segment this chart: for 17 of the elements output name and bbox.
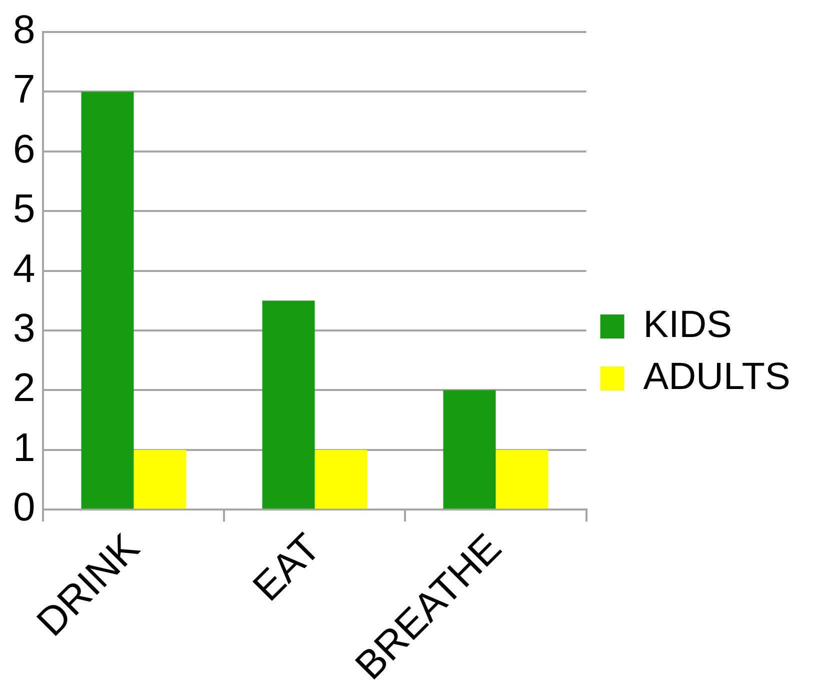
y-tick-label: 3 bbox=[12, 306, 36, 351]
bar bbox=[496, 450, 548, 509]
bar bbox=[262, 300, 315, 509]
legend-label: KIDS bbox=[643, 304, 732, 346]
y-tick-label: 4 bbox=[12, 246, 36, 291]
y-tick-label: 5 bbox=[12, 187, 36, 232]
bar bbox=[134, 450, 186, 509]
bar bbox=[443, 390, 496, 509]
y-tick-label: 7 bbox=[12, 68, 36, 112]
y-tick-label: 0 bbox=[12, 486, 36, 530]
legend-label: ADULTS bbox=[643, 356, 790, 398]
bar bbox=[81, 92, 134, 509]
y-tick-label: 8 bbox=[12, 8, 36, 52]
y-tick-label: 1 bbox=[12, 426, 36, 470]
y-tick-label: 6 bbox=[12, 127, 36, 172]
bar bbox=[314, 450, 368, 509]
y-tick-label: 2 bbox=[12, 366, 36, 410]
